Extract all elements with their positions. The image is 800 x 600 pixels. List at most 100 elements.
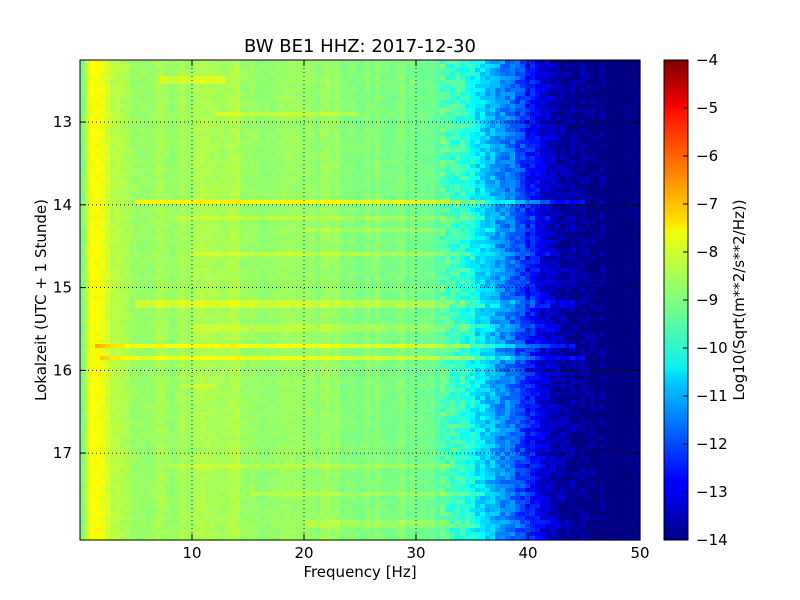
spectrogram-cell bbox=[135, 212, 141, 217]
spectrogram-cell bbox=[395, 60, 401, 65]
spectrogram-cell bbox=[515, 200, 521, 205]
spectrogram-cell bbox=[395, 148, 401, 153]
spectrogram-cell bbox=[560, 136, 566, 141]
spectrogram-cell bbox=[425, 204, 431, 209]
spectrogram-cell bbox=[265, 144, 271, 149]
spectrogram-cell bbox=[260, 180, 266, 185]
spectrogram-cell bbox=[495, 68, 501, 73]
spectrogram-cell bbox=[380, 188, 386, 193]
spectrogram-cell bbox=[355, 120, 361, 125]
spectrogram-cell bbox=[330, 116, 336, 121]
spectrogram-cell bbox=[375, 236, 381, 241]
spectrogram-cell bbox=[280, 164, 286, 169]
spectrogram-cell bbox=[210, 76, 216, 81]
spectrogram-cell bbox=[470, 188, 476, 193]
spectrogram-cell bbox=[590, 112, 596, 117]
spectrogram-cell bbox=[310, 124, 316, 129]
spectrogram-cell bbox=[280, 108, 286, 113]
spectrogram-cell bbox=[500, 128, 506, 133]
spectrogram-cell bbox=[260, 72, 266, 77]
spectrogram-cell bbox=[245, 220, 251, 225]
spectrogram-cell bbox=[215, 160, 221, 165]
spectrogram-cell bbox=[540, 160, 546, 165]
spectrogram-cell bbox=[85, 184, 91, 189]
spectrogram-cell bbox=[150, 164, 156, 169]
spectrogram-cell bbox=[355, 148, 361, 153]
spectrogram-cell bbox=[155, 204, 161, 209]
spectrogram-cell bbox=[630, 176, 636, 181]
spectrogram-cell bbox=[225, 168, 231, 173]
spectrogram-cell bbox=[210, 124, 216, 129]
spectrogram-cell bbox=[320, 136, 326, 141]
spectrogram-cell bbox=[465, 124, 471, 129]
spectrogram-cell bbox=[610, 212, 616, 217]
spectrogram-cell bbox=[540, 188, 546, 193]
spectrogram-cell bbox=[475, 80, 481, 85]
spectrogram-cell bbox=[215, 60, 221, 65]
spectrogram-cell bbox=[290, 80, 296, 85]
spectrogram-cell bbox=[245, 168, 251, 173]
spectrogram-cell bbox=[480, 216, 486, 221]
spectrogram-cell bbox=[550, 220, 556, 225]
spectrogram-cell bbox=[300, 96, 306, 101]
spectrogram-cell bbox=[610, 84, 616, 89]
spectrogram-cell bbox=[405, 140, 411, 145]
spectrogram-cell bbox=[390, 100, 396, 105]
spectrogram-cell bbox=[275, 220, 281, 225]
spectrogram-cell bbox=[240, 176, 246, 181]
spectrogram-cell bbox=[245, 112, 251, 117]
spectrogram-cell bbox=[290, 92, 296, 97]
spectrogram-cell bbox=[505, 196, 511, 201]
spectrogram-cell bbox=[220, 120, 226, 125]
spectrogram-cell bbox=[420, 136, 426, 141]
spectrogram-cell bbox=[280, 60, 286, 65]
spectrogram-cell bbox=[180, 92, 186, 97]
spectrogram-cell bbox=[345, 132, 351, 137]
spectrogram-cell bbox=[340, 236, 346, 241]
spectrogram-cell bbox=[195, 232, 201, 237]
spectrogram-cell bbox=[155, 132, 161, 137]
spectrogram-cell bbox=[450, 76, 456, 81]
spectrogram-cell bbox=[430, 124, 436, 129]
spectrogram-cell bbox=[280, 208, 286, 213]
spectrogram-cell bbox=[625, 144, 631, 149]
spectrogram-cell bbox=[90, 80, 96, 85]
spectrogram-cell bbox=[140, 192, 146, 197]
spectrogram-cell bbox=[415, 132, 421, 137]
spectrogram-cell bbox=[530, 172, 536, 177]
spectrogram-cell bbox=[170, 208, 176, 213]
spectrogram-cell bbox=[585, 196, 591, 201]
spectrogram-cell bbox=[145, 80, 151, 85]
spectrogram-cell bbox=[470, 176, 476, 181]
spectrogram-cell bbox=[525, 176, 531, 181]
spectrogram-cell bbox=[110, 148, 116, 153]
spectrogram-cell bbox=[540, 100, 546, 105]
spectrogram-cell bbox=[415, 60, 421, 65]
spectrogram-cell bbox=[265, 224, 271, 229]
spectrogram-cell bbox=[250, 72, 256, 77]
spectrogram-cell bbox=[90, 112, 96, 117]
spectrogram-cell bbox=[585, 168, 591, 173]
spectrogram-cell bbox=[485, 140, 491, 145]
spectrogram-cell bbox=[320, 224, 326, 229]
spectrogram-cell bbox=[485, 228, 491, 233]
spectrogram-cell bbox=[400, 136, 406, 141]
spectrogram-cell bbox=[130, 188, 136, 193]
spectrogram-cell bbox=[380, 72, 386, 77]
spectrogram-cell bbox=[335, 220, 341, 225]
spectrogram-cell bbox=[150, 132, 156, 137]
spectrogram-cell bbox=[585, 84, 591, 89]
spectrogram-cell bbox=[185, 212, 191, 217]
spectrogram-cell bbox=[115, 168, 121, 173]
spectrogram-cell bbox=[430, 88, 436, 93]
spectrogram-cell bbox=[320, 168, 326, 173]
spectrogram-cell bbox=[135, 152, 141, 157]
spectrogram-cell bbox=[500, 160, 506, 165]
spectrogram-cell bbox=[460, 116, 466, 121]
spectrogram-cell bbox=[235, 136, 241, 141]
spectrogram-cell bbox=[105, 208, 111, 213]
spectrogram-cell bbox=[590, 96, 596, 101]
spectrogram-cell bbox=[560, 232, 566, 237]
spectrogram-cell bbox=[210, 168, 216, 173]
spectrogram-cell bbox=[150, 88, 156, 93]
